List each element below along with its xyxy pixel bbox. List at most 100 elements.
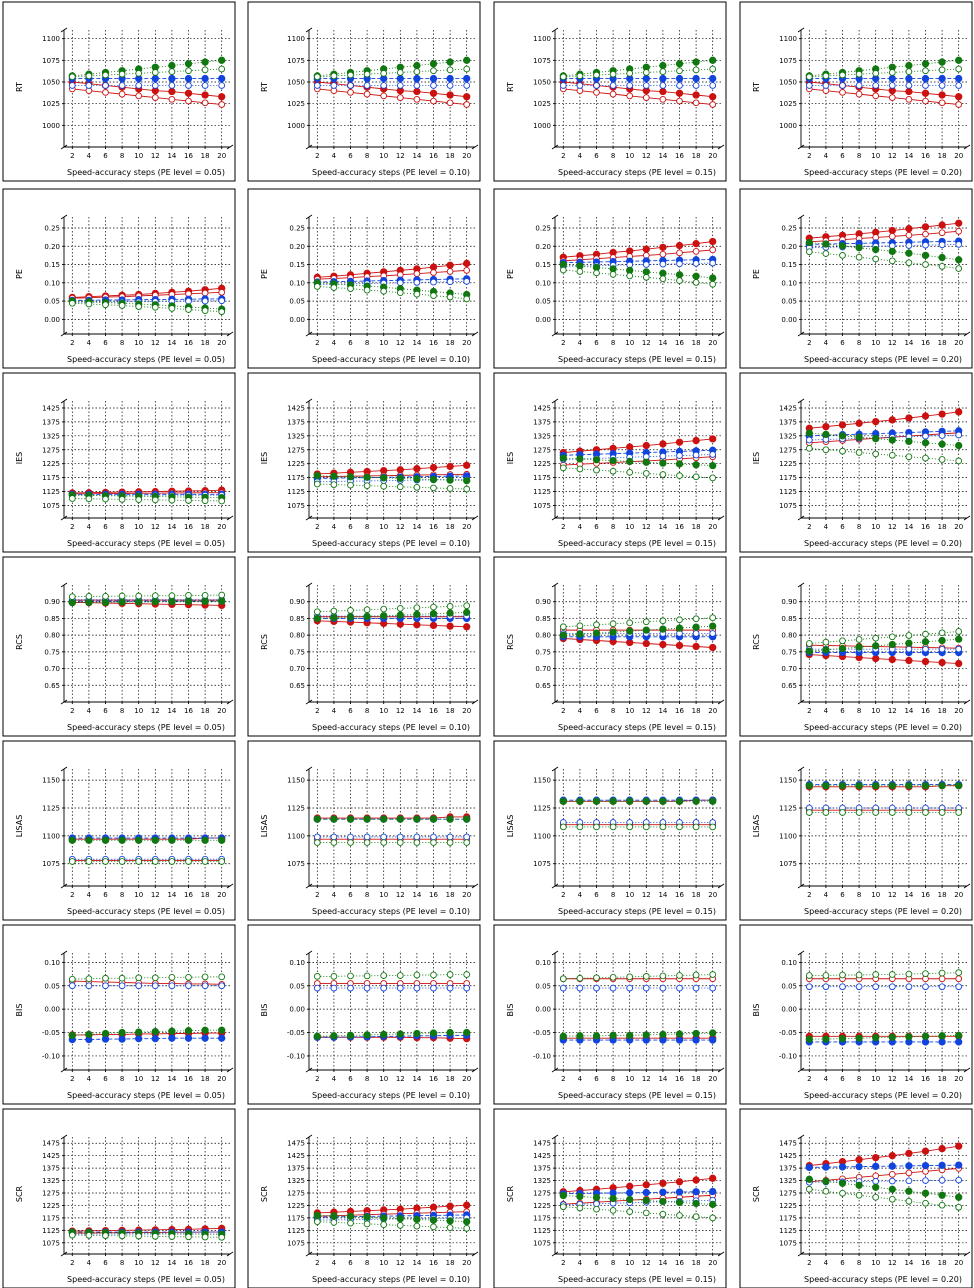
data-point [955, 101, 963, 108]
data-point [905, 970, 913, 978]
data-point [855, 1181, 863, 1189]
y-axis-title: IES [506, 452, 515, 465]
data-point [185, 297, 192, 305]
y-tick-label: 0.65 [535, 682, 551, 690]
data-point [692, 99, 700, 107]
data-point [201, 982, 209, 990]
data-point [413, 87, 421, 96]
data-point [626, 627, 634, 635]
x-tick-label: 18 [446, 339, 455, 347]
data-point [118, 70, 126, 78]
x-axis-title: Speed-accuracy steps (PE level = 0.20) [804, 355, 962, 364]
data-point [218, 858, 226, 865]
data-point [675, 74, 684, 83]
data-point [855, 1162, 863, 1171]
data-point [346, 613, 355, 621]
data-point [151, 82, 159, 89]
data-point [396, 82, 404, 89]
panel-frame [2, 740, 236, 921]
axis-break-mark [305, 398, 313, 404]
data-point [593, 1200, 600, 1208]
data-point [955, 227, 963, 235]
data-point [463, 485, 471, 493]
x-axis-title: Speed-accuracy steps (PE level = 0.10) [312, 539, 470, 548]
y-tick-label: 0.90 [289, 598, 305, 606]
data-point [905, 82, 913, 89]
x-tick-label: 18 [938, 339, 947, 347]
data-point [659, 640, 667, 649]
x-tick-label: 8 [120, 523, 124, 531]
data-point [709, 971, 717, 978]
data-point [430, 97, 437, 105]
data-point [642, 69, 650, 76]
x-axis-title: Speed-accuracy steps (PE level = 0.20) [804, 1091, 962, 1100]
x-tick-label: 4 [578, 523, 583, 531]
data-point [642, 823, 650, 831]
y-tick-label: -0.10 [42, 1052, 60, 1060]
y-tick-label: 1075 [533, 1239, 551, 1247]
series-line [317, 816, 467, 819]
x-tick-label: 18 [201, 1259, 210, 1267]
axis-break-mark [717, 1067, 725, 1073]
x-tick-label: 4 [578, 891, 583, 899]
axis-break-mark [305, 1251, 313, 1257]
series-line [72, 600, 222, 604]
data-point [709, 74, 717, 83]
x-tick-label: 14 [412, 152, 421, 160]
x-tick-label: 20 [462, 1075, 471, 1083]
series-line [809, 222, 959, 239]
data-point [184, 836, 193, 844]
data-point [218, 74, 226, 83]
data-point [955, 1203, 963, 1211]
data-point [709, 93, 717, 101]
data-point [675, 1178, 684, 1186]
x-tick-label: 8 [120, 1259, 124, 1267]
data-point [135, 598, 143, 606]
x-tick-label: 8 [857, 523, 861, 531]
data-point [85, 975, 93, 983]
axis-break-mark [963, 699, 971, 705]
x-tick-label: 4 [87, 523, 92, 531]
series-line [563, 1032, 713, 1037]
data-point [413, 971, 421, 979]
data-point [888, 226, 896, 235]
y-tick-label: 1325 [287, 1177, 305, 1185]
y-tick-label: 1075 [287, 860, 305, 868]
axis-break-mark [797, 582, 805, 588]
data-point [463, 278, 471, 285]
x-tick-label: 2 [70, 523, 74, 531]
x-axis-title: Speed-accuracy steps (PE level = 0.15) [558, 907, 716, 916]
data-point [218, 297, 226, 305]
data-point [559, 82, 567, 89]
data-point [102, 593, 109, 600]
x-tick-label: 20 [217, 707, 226, 715]
data-point [85, 82, 93, 89]
y-tick-label: 0.05 [535, 298, 551, 306]
y-axis-title: RCS [752, 634, 761, 650]
x-tick-label: 14 [412, 1075, 421, 1083]
series-line [809, 251, 959, 269]
data-point [659, 260, 667, 268]
x-tick-label: 10 [134, 707, 143, 715]
x-tick-label: 12 [888, 891, 897, 899]
data-point [85, 598, 93, 607]
data-point [430, 269, 437, 276]
axis-break-mark [551, 1251, 559, 1257]
data-point [905, 1033, 913, 1041]
x-tick-label: 16 [921, 891, 930, 899]
x-tick-label: 10 [134, 1259, 143, 1267]
axis-break-mark [60, 766, 68, 772]
y-tick-label: 0.25 [44, 224, 60, 232]
data-point [85, 836, 93, 844]
x-tick-label: 6 [348, 891, 353, 899]
data-point [380, 1214, 388, 1222]
series-line [563, 1194, 713, 1205]
x-tick-label: 8 [365, 1075, 369, 1083]
data-point [692, 1036, 700, 1044]
y-tick-label: 0.15 [289, 261, 305, 269]
x-axis-title: Speed-accuracy steps (PE level = 0.10) [312, 355, 470, 364]
data-point [463, 259, 471, 268]
x-tick-label: 18 [938, 707, 947, 715]
data-point [839, 252, 846, 259]
x-tick-label: 18 [201, 523, 210, 531]
